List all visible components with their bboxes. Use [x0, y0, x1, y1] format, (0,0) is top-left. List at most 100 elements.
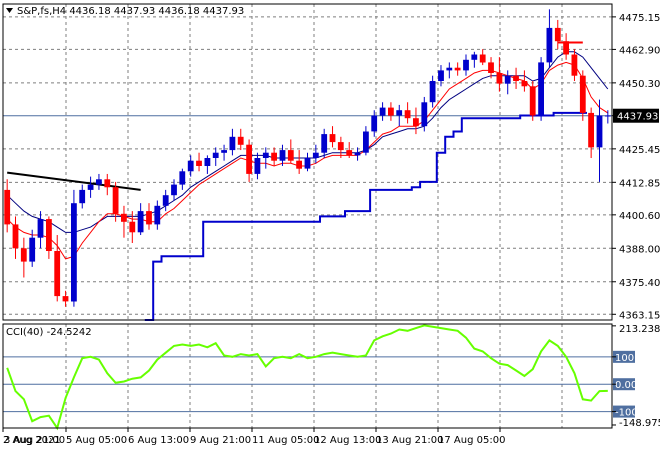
candle-body[interactable] — [204, 158, 211, 166]
candle-body[interactable] — [137, 211, 144, 233]
candle-body[interactable] — [404, 110, 411, 119]
candle-body[interactable] — [371, 115, 378, 132]
candle-body[interactable] — [121, 213, 127, 222]
candle-body[interactable] — [87, 184, 94, 190]
stop-line — [144, 41, 587, 321]
candle-body[interactable] — [363, 131, 369, 153]
candle-body[interactable] — [20, 248, 27, 262]
candle-body[interactable] — [71, 203, 77, 302]
time-tick-label: 2 Aug 2021 — [3, 435, 61, 446]
indicator-grid — [3, 324, 612, 428]
candle-body[interactable] — [571, 54, 578, 76]
candle-body[interactable] — [479, 54, 486, 63]
candle-body[interactable] — [588, 112, 594, 148]
candle-body[interactable] — [96, 179, 102, 185]
candle-body[interactable] — [538, 62, 544, 116]
candle-body[interactable] — [529, 86, 536, 116]
candle-body[interactable] — [146, 211, 152, 225]
candle-body[interactable] — [187, 160, 194, 172]
price-tick-label: 4412.85 — [619, 178, 660, 189]
candle-body[interactable] — [237, 136, 244, 145]
candle-body[interactable] — [229, 136, 236, 151]
current-price-tag — [613, 108, 659, 123]
candle-body[interactable] — [521, 81, 528, 87]
candle-body[interactable] — [162, 195, 169, 206]
time-tick-label: 3 Aug 21:00 — [4, 435, 65, 446]
candle-body[interactable] — [196, 160, 202, 166]
candle-body[interactable] — [579, 75, 586, 113]
candle-body[interactable] — [446, 67, 453, 71]
candle-body[interactable] — [488, 62, 494, 73]
candle-body[interactable] — [463, 59, 469, 71]
indicator-tick-label: 100 — [615, 353, 634, 364]
candle-body[interactable] — [179, 171, 186, 185]
chart-frame — [2, 3, 613, 429]
candle-body[interactable] — [396, 110, 403, 116]
candle-body[interactable] — [496, 73, 503, 84]
stop-line-path — [144, 111, 587, 321]
candle-body[interactable] — [471, 54, 478, 60]
price-tick-label: 4462.90 — [619, 45, 660, 56]
candle-body[interactable] — [29, 237, 36, 262]
candle-body[interactable] — [354, 152, 361, 156]
level-tag — [613, 405, 635, 418]
candle-body[interactable] — [296, 160, 302, 169]
candle-body[interactable] — [388, 107, 394, 116]
candle-body[interactable] — [504, 75, 511, 84]
candle-body[interactable] — [563, 41, 569, 55]
candle-body[interactable] — [104, 179, 111, 188]
time-tick-label: 11 Aug 05:00 — [252, 435, 319, 446]
candle-body[interactable] — [421, 102, 428, 127]
time-tick-label: 13 Aug 21:00 — [376, 435, 443, 446]
candle-body[interactable] — [221, 150, 227, 153]
candle-body[interactable] — [262, 152, 269, 158]
price-tick-label: 4363.15 — [619, 310, 660, 321]
time-tick-label: 12 Aug 13:00 — [314, 435, 381, 446]
price-tick-label: 4400.60 — [619, 211, 660, 222]
candle-body[interactable] — [546, 27, 553, 63]
candle-body[interactable] — [54, 251, 61, 297]
candle-body[interactable] — [329, 134, 336, 143]
trendline — [7, 171, 141, 191]
candle-body[interactable] — [46, 219, 52, 251]
candle-body[interactable] — [321, 134, 328, 153]
candle-body[interactable] — [304, 158, 311, 169]
time-tick-label: 6 Aug 13:00 — [128, 435, 189, 446]
candle-body[interactable] — [254, 158, 261, 174]
candle-body[interactable] — [429, 81, 436, 103]
candle-body[interactable] — [212, 152, 219, 158]
candle-body[interactable] — [129, 221, 136, 233]
candle-body[interactable] — [171, 184, 177, 196]
candle-body[interactable] — [438, 70, 444, 81]
candle-body[interactable] — [454, 67, 461, 71]
price-axis: 4475.15 4462.90 4450.30 4437.93 4425.45 4412.… — [612, 13, 660, 321]
candle-body[interactable] — [246, 144, 252, 174]
candle-body[interactable] — [287, 150, 294, 161]
candle-body[interactable] — [112, 187, 119, 214]
candle-body[interactable] — [346, 150, 353, 156]
candle-body[interactable] — [37, 219, 44, 238]
candle-body[interactable] — [62, 296, 69, 302]
candles — [4, 9, 611, 307]
candle-body[interactable] — [12, 224, 19, 249]
candle-body[interactable] — [271, 152, 277, 161]
price-tick-label: 4450.30 — [619, 79, 660, 90]
candle-body[interactable] — [337, 142, 344, 151]
candle-body[interactable] — [596, 115, 603, 148]
symbol-header: S&P,fs,H4 4436.18 4437.93 4436.18 4437.9… — [6, 6, 244, 17]
candle-body[interactable] — [413, 118, 419, 127]
collapse-triangle-icon[interactable] — [6, 8, 13, 13]
candle-body[interactable] — [154, 205, 161, 225]
candle-body[interactable] — [312, 152, 319, 158]
candle-body[interactable] — [79, 189, 86, 204]
candle-body[interactable] — [379, 107, 386, 116]
candle-body[interactable] — [604, 115, 611, 117]
candle-body[interactable] — [554, 27, 561, 42]
candle-body[interactable] — [279, 150, 286, 161]
candle-body[interactable] — [4, 189, 11, 225]
candle-body[interactable] — [513, 75, 519, 81]
level-tag — [613, 378, 635, 391]
